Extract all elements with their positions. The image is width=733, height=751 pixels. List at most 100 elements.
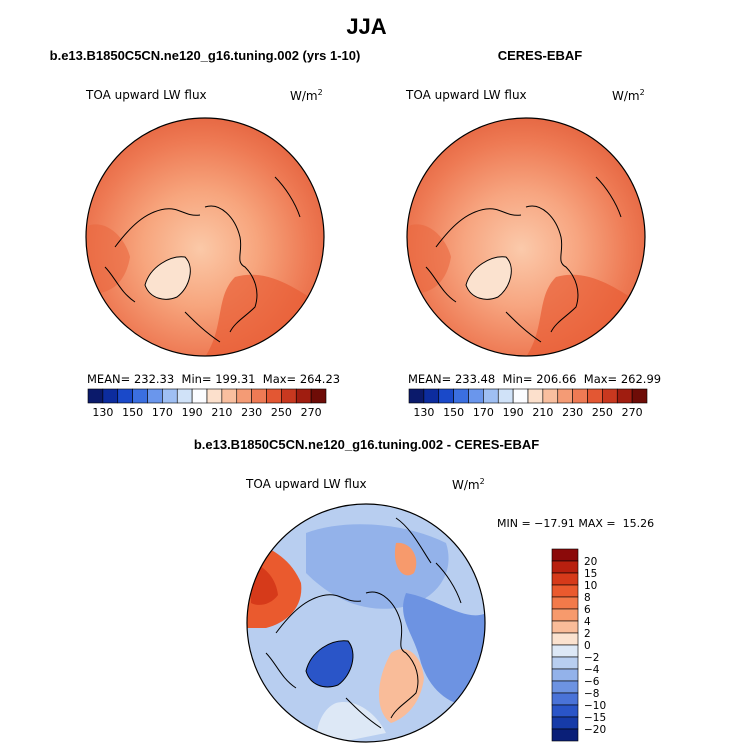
colorbar-tick-label: 190: [503, 406, 524, 419]
colorbar-swatch: [221, 388, 238, 404]
colorbar-swatch: [551, 632, 579, 646]
colorbar-swatch: [453, 388, 469, 404]
colorbar-swatch: [206, 388, 223, 404]
colorbar-tick-label: 0: [584, 640, 591, 652]
colorbar-swatch: [497, 388, 514, 404]
colorbar-swatch: [551, 620, 579, 634]
diff-minmax: MIN = −17.91 MAX = 15.26: [497, 517, 655, 530]
colorbar-swatch: [117, 388, 133, 404]
diff-map-warm-region: [378, 649, 424, 723]
colorbar-swatch: [551, 608, 579, 622]
obs-map-coastline: [425, 205, 579, 343]
obs-variable-label: TOA upward LW flux: [406, 88, 527, 102]
colorbar-swatch: [542, 388, 559, 404]
colorbar-tick-label: 20: [584, 556, 597, 568]
colorbar-swatch: [631, 388, 648, 404]
model-units-label: W/m2: [290, 88, 323, 103]
obs-units-label: W/m2: [612, 88, 645, 103]
colorbar-tick-label: 230: [241, 406, 262, 419]
colorbar-swatch: [551, 692, 579, 706]
colorbar-swatch: [236, 388, 252, 404]
colorbar-tick-label: 130: [413, 406, 434, 419]
model-mean-label: MEAN=: [87, 372, 131, 386]
colorbar-swatch: [551, 728, 579, 742]
colorbar-swatch: [176, 388, 193, 404]
colorbar-swatch: [551, 596, 579, 610]
diff-map-cool-region: [306, 524, 449, 609]
diff-polar-map: [246, 503, 486, 743]
colorbar-tick-label: 190: [182, 406, 203, 419]
colorbar-swatch: [551, 644, 579, 658]
obs-map-greenland: [465, 256, 512, 300]
colorbar-swatch: [551, 560, 579, 574]
colorbar-tick-label: 15: [584, 568, 597, 580]
model-max-label: Max=: [262, 372, 297, 386]
obs-units-exponent: 2: [639, 88, 645, 97]
obs-max-value: 262.99: [620, 372, 662, 386]
colorbar-tick-label: −10: [584, 700, 606, 712]
colorbar-swatch: [102, 388, 119, 404]
colorbar-swatch: [251, 388, 267, 404]
figure-title: JJA: [346, 14, 387, 39]
diff-map-warm-region: [394, 542, 417, 576]
diff-map-neutral-region: [316, 702, 386, 742]
colorbar-swatch: [310, 388, 327, 404]
model-units-base: W/m: [290, 89, 318, 103]
colorbar-tick-label: 170: [152, 406, 173, 419]
model-colorbar: 130 150 170 190 210 230 250 270: [87, 388, 327, 419]
model-max-value: 264.23: [299, 372, 341, 386]
colorbar-swatch: [551, 548, 579, 562]
diff-map-greenland: [305, 640, 354, 688]
obs-min-label: Min=: [502, 372, 533, 386]
obs-stats: MEAN= 233.48 Min= 206.66 Max= 262.99: [408, 372, 661, 386]
diff-map-coastline: [265, 591, 419, 729]
obs-units-base: W/m: [612, 89, 640, 103]
diff-map-border: [246, 503, 486, 743]
colorbar-swatch: [423, 388, 440, 404]
model-polar-map: [85, 117, 325, 357]
colorbar-tick-label: 10: [584, 580, 597, 592]
colorbar-swatch: [191, 388, 208, 404]
colorbar-swatch: [162, 388, 178, 404]
obs-polar-map: [406, 117, 646, 357]
colorbar-tick-label: 270: [622, 406, 643, 419]
colorbar-swatch: [295, 388, 312, 404]
obs-mean-label: MEAN=: [408, 372, 452, 386]
colorbar-swatch: [572, 388, 588, 404]
model-min-label: Min=: [181, 372, 212, 386]
diff-variable-label: TOA upward LW flux: [246, 477, 367, 491]
colorbar-swatch: [132, 388, 148, 404]
colorbar-tick-label: −15: [584, 712, 606, 724]
colorbar-swatch: [557, 388, 573, 404]
colorbar-tick-label: 250: [592, 406, 613, 419]
model-map-greenland: [144, 256, 191, 300]
colorbar-tick-label: 170: [473, 406, 494, 419]
colorbar-tick-label: 4: [584, 616, 591, 628]
diff-panel-title: b.e13.B1850C5CN.ne120_g16.tuning.002 - C…: [193, 437, 540, 452]
colorbar-swatch: [408, 388, 425, 404]
colorbar-tick-label: 250: [271, 406, 292, 419]
colorbar-swatch: [551, 680, 579, 694]
colorbar-tick-label: 150: [443, 406, 464, 419]
colorbar-tick-label: 2: [584, 628, 591, 640]
colorbar-swatch: [527, 388, 544, 404]
colorbar-swatch: [438, 388, 454, 404]
colorbar-swatch: [616, 388, 633, 404]
colorbar-swatch: [602, 388, 618, 404]
colorbar-swatch: [468, 388, 484, 404]
model-map-border: [85, 117, 325, 357]
colorbar-tick-label: −4: [584, 664, 600, 676]
model-map-coastline: [104, 205, 258, 343]
colorbar-tick-label: 150: [122, 406, 143, 419]
model-mean-value: 232.33: [133, 372, 175, 386]
colorbar-swatch: [587, 388, 603, 404]
colorbar-tick-label: 6: [584, 604, 591, 616]
colorbar-swatch: [551, 668, 579, 682]
model-min-value: 199.31: [215, 372, 256, 386]
colorbar-swatch: [281, 388, 297, 404]
colorbar-tick-label: 8: [584, 592, 591, 604]
model-panel-title: b.e13.B1850C5CN.ne120_g16.tuning.002 (yr…: [49, 48, 361, 63]
obs-max-label: Max=: [583, 372, 618, 386]
colorbar-swatch: [551, 584, 579, 598]
